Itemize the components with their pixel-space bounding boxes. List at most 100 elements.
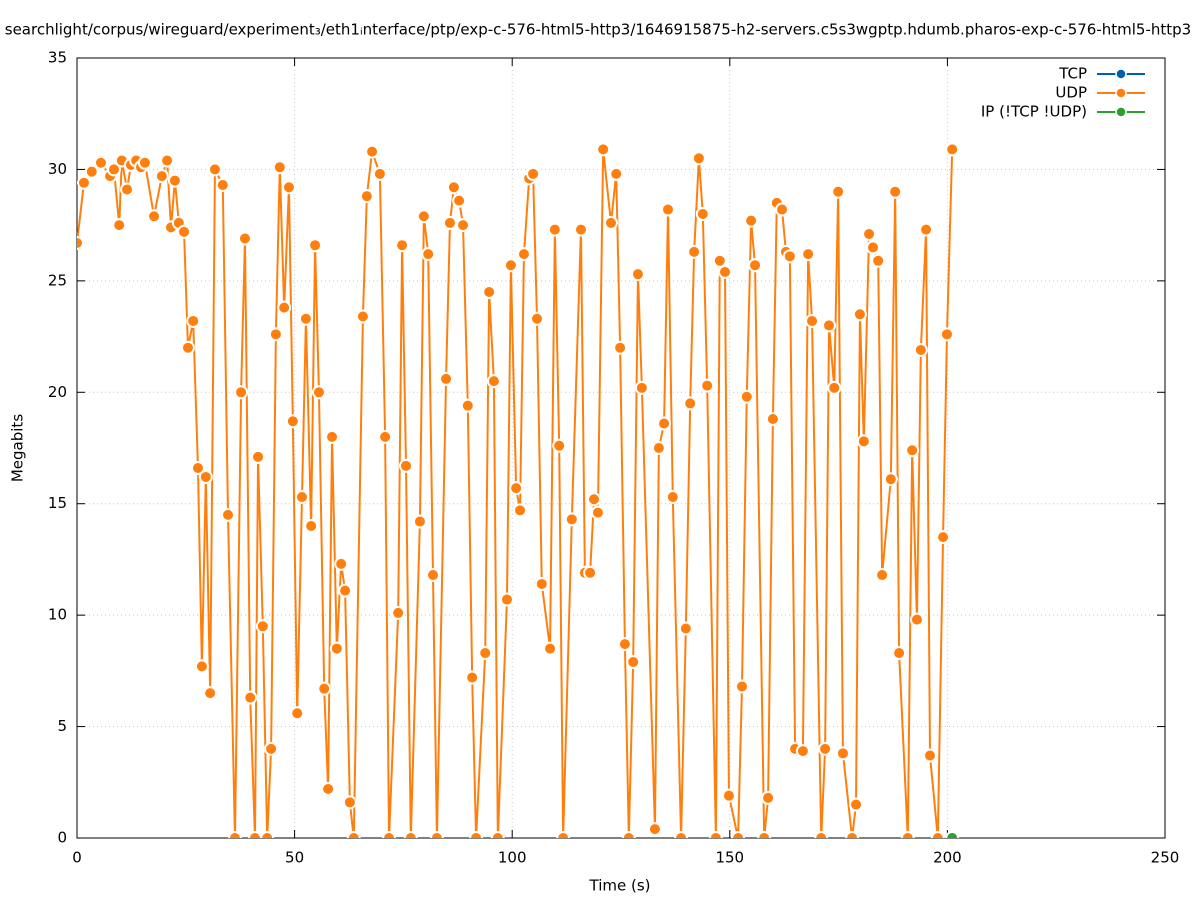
- plot-border: [76, 57, 1166, 839]
- legend-marker: [1115, 68, 1127, 80]
- data-point: [761, 790, 776, 805]
- data-point: [203, 686, 218, 701]
- data-point: [687, 244, 702, 259]
- data-point: [852, 307, 867, 322]
- data-point: [845, 831, 860, 838]
- x-tick-label: 50: [285, 849, 304, 867]
- data-point: [365, 144, 380, 159]
- data-point: [304, 519, 319, 533]
- data-point: [190, 461, 205, 476]
- data-point: [795, 744, 810, 759]
- data-point: [308, 238, 323, 253]
- data-point: [160, 153, 175, 168]
- data-point: [355, 309, 370, 324]
- data-point: [892, 646, 907, 661]
- legend-label: IP (!TCP !UDP): [981, 103, 1087, 121]
- data-point: [731, 831, 746, 838]
- data-point: [425, 568, 440, 583]
- data-point: [167, 173, 182, 188]
- data-point: [338, 583, 353, 598]
- data-point: [691, 151, 706, 166]
- data-point: [543, 641, 558, 656]
- data-point: [264, 741, 279, 756]
- data-point: [657, 416, 672, 431]
- data-point: [683, 396, 698, 411]
- x-tick-label: 0: [72, 849, 82, 867]
- data-point: [700, 378, 715, 393]
- legend-label: TCP: [1058, 65, 1087, 83]
- data-point: [342, 795, 357, 810]
- data-point: [268, 327, 283, 342]
- data-point: [93, 155, 108, 170]
- data-point: [186, 313, 201, 328]
- data-point: [712, 253, 727, 268]
- data-point: [695, 207, 710, 221]
- data-point: [215, 178, 230, 193]
- data-point: [634, 380, 649, 395]
- data-point: [936, 530, 951, 545]
- data-point: [490, 831, 505, 838]
- data-point: [137, 155, 152, 170]
- data-point: [237, 231, 252, 246]
- data-point: [298, 311, 313, 326]
- data-point: [596, 142, 611, 157]
- data-point: [871, 253, 886, 268]
- data-point: [442, 215, 457, 230]
- data-point: [651, 441, 666, 455]
- data-point: [329, 641, 344, 656]
- x-tick-label: 200: [933, 849, 962, 867]
- data-point: [416, 209, 431, 224]
- data-point: [822, 318, 837, 333]
- data-point: [609, 166, 624, 181]
- data-point: [939, 327, 954, 342]
- x-tick-label: 250: [1151, 849, 1180, 867]
- data-point: [801, 247, 816, 262]
- data-point: [446, 180, 461, 195]
- data-point: [391, 605, 406, 620]
- legend-marker: [1115, 87, 1127, 99]
- data-point: [865, 240, 880, 255]
- data-point: [573, 222, 588, 237]
- data-point: [883, 472, 898, 487]
- data-point: [552, 438, 567, 453]
- data-point: [439, 371, 454, 386]
- data-point: [587, 492, 602, 507]
- data-point: [77, 175, 91, 190]
- data-point: [556, 831, 571, 838]
- data-point: [775, 202, 790, 217]
- data-point: [739, 389, 754, 404]
- data-point: [856, 434, 871, 449]
- x-axis-label: Time (s): [589, 877, 651, 895]
- data-point: [294, 490, 309, 505]
- data-point: [617, 637, 632, 652]
- data-point: [564, 512, 579, 527]
- data-point: [888, 184, 903, 199]
- data-point: [765, 412, 780, 427]
- data-point: [919, 222, 934, 237]
- data-point: [399, 458, 414, 473]
- data-point: [708, 831, 723, 838]
- data-point: [534, 576, 549, 591]
- data-point: [922, 748, 937, 763]
- y-tick-label: 20: [48, 383, 67, 401]
- x-tick-label: 150: [715, 849, 744, 867]
- data-point: [678, 621, 693, 636]
- data-point: [325, 429, 340, 444]
- data-point: [945, 831, 960, 838]
- data-point: [465, 670, 480, 685]
- data-point: [251, 449, 266, 464]
- data-point: [547, 222, 562, 237]
- data-point: [321, 781, 336, 796]
- data-point: [382, 831, 397, 838]
- data-point: [831, 184, 846, 199]
- data-point: [945, 142, 960, 157]
- data-point: [661, 202, 676, 217]
- data-point: [255, 619, 270, 634]
- data-point: [486, 374, 501, 389]
- data-point: [900, 831, 915, 838]
- data-point: [194, 659, 209, 674]
- data-point: [260, 831, 275, 838]
- y-tick-label: 30: [48, 160, 67, 178]
